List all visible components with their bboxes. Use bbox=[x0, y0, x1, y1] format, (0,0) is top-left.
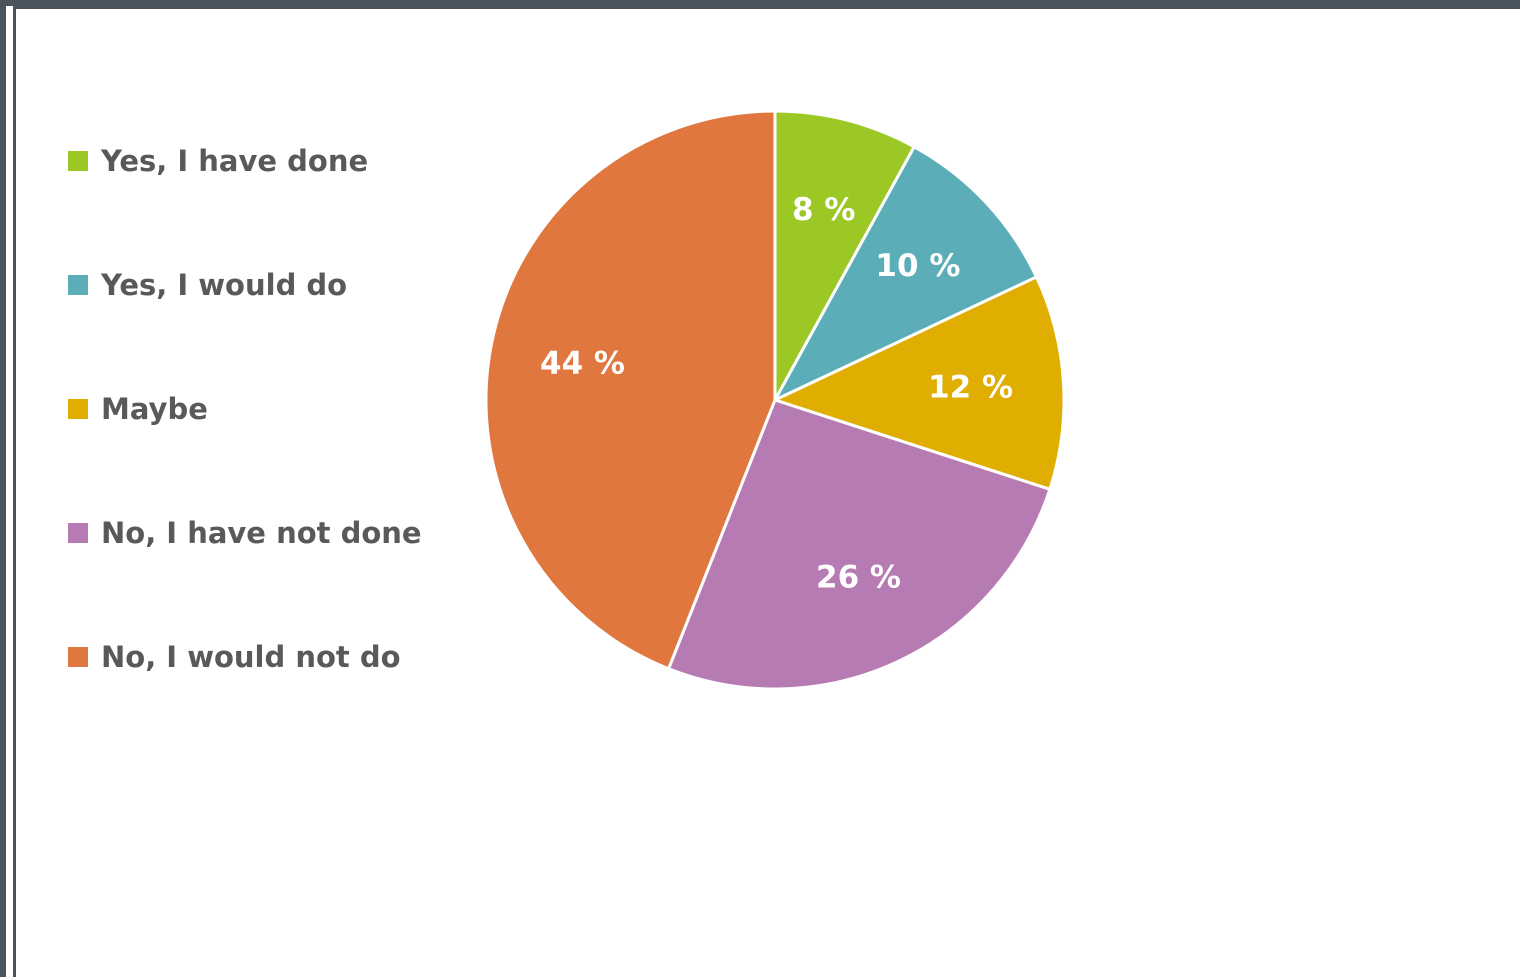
legend-item-no-have-not-done: No, I have not done bbox=[68, 513, 422, 553]
legend-label-no-have-not-done: No, I have not done bbox=[101, 516, 422, 550]
pie-slice-yes-would-do bbox=[771, 144, 1039, 404]
pie-slice-no-would-not-do bbox=[484, 109, 777, 671]
data-label-maybe: 12 % bbox=[928, 370, 1013, 406]
legend-label-yes-have-done: Yes, I have done bbox=[101, 144, 369, 178]
pie-slice-maybe bbox=[770, 274, 1066, 492]
legend-item-yes-would-do: Yes, I would do bbox=[68, 265, 422, 305]
data-label-no-have-not-done: 26 % bbox=[816, 559, 901, 595]
pie-slice-yes-have-done bbox=[773, 109, 917, 401]
legend-label-no-would-not-do: No, I would not do bbox=[101, 640, 401, 674]
legend-swatch-yes-have-done bbox=[68, 151, 88, 171]
pie-data-labels: 8 % 10 % 12 % 26 % 44 % bbox=[540, 192, 1013, 595]
data-label-no-would-not-do: 44 % bbox=[540, 345, 625, 381]
legend-swatch-no-would-not-do bbox=[68, 647, 88, 667]
legend-item-maybe: Maybe bbox=[68, 389, 422, 429]
legend-swatch-no-have-not-done bbox=[68, 523, 88, 543]
chart-legend: Yes, I have done Yes, I would do Maybe N… bbox=[68, 141, 422, 761]
data-label-yes-would-do: 10 % bbox=[875, 248, 960, 284]
legend-label-maybe: Maybe bbox=[101, 392, 208, 426]
data-label-yes-have-done: 8 % bbox=[792, 192, 855, 228]
legend-item-yes-have-done: Yes, I have done bbox=[68, 141, 422, 181]
legend-swatch-maybe bbox=[68, 399, 88, 419]
pie-slices bbox=[484, 109, 1066, 691]
legend-label-yes-would-do: Yes, I would do bbox=[101, 268, 348, 302]
legend-item-no-would-not-do: No, I would not do bbox=[68, 637, 422, 677]
legend-swatch-yes-would-do bbox=[68, 275, 88, 295]
pie-slice-no-have-not-done bbox=[666, 398, 1052, 691]
